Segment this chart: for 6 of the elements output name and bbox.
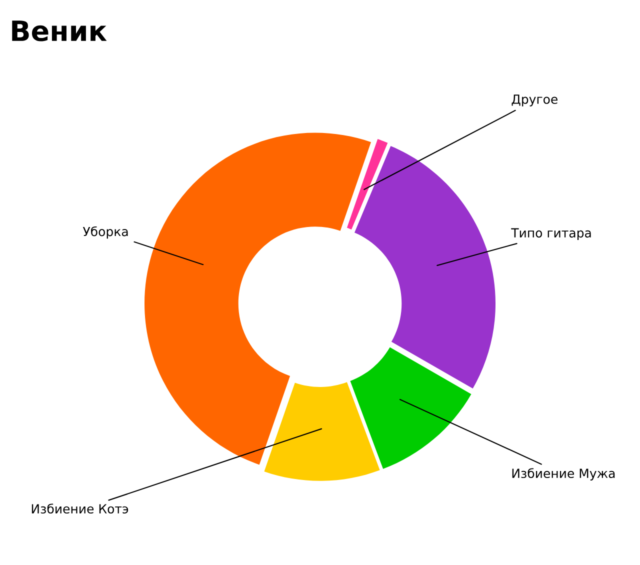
slice-label: Избиение Мужа — [512, 468, 615, 480]
slice-label: Уборка — [82, 226, 128, 239]
slice-label: Типо гитара — [511, 228, 591, 240]
slice-label: Избиение Котэ — [32, 504, 128, 514]
slice-label: Другое — [512, 94, 558, 106]
chart-title: Веник — [12, 20, 107, 42]
